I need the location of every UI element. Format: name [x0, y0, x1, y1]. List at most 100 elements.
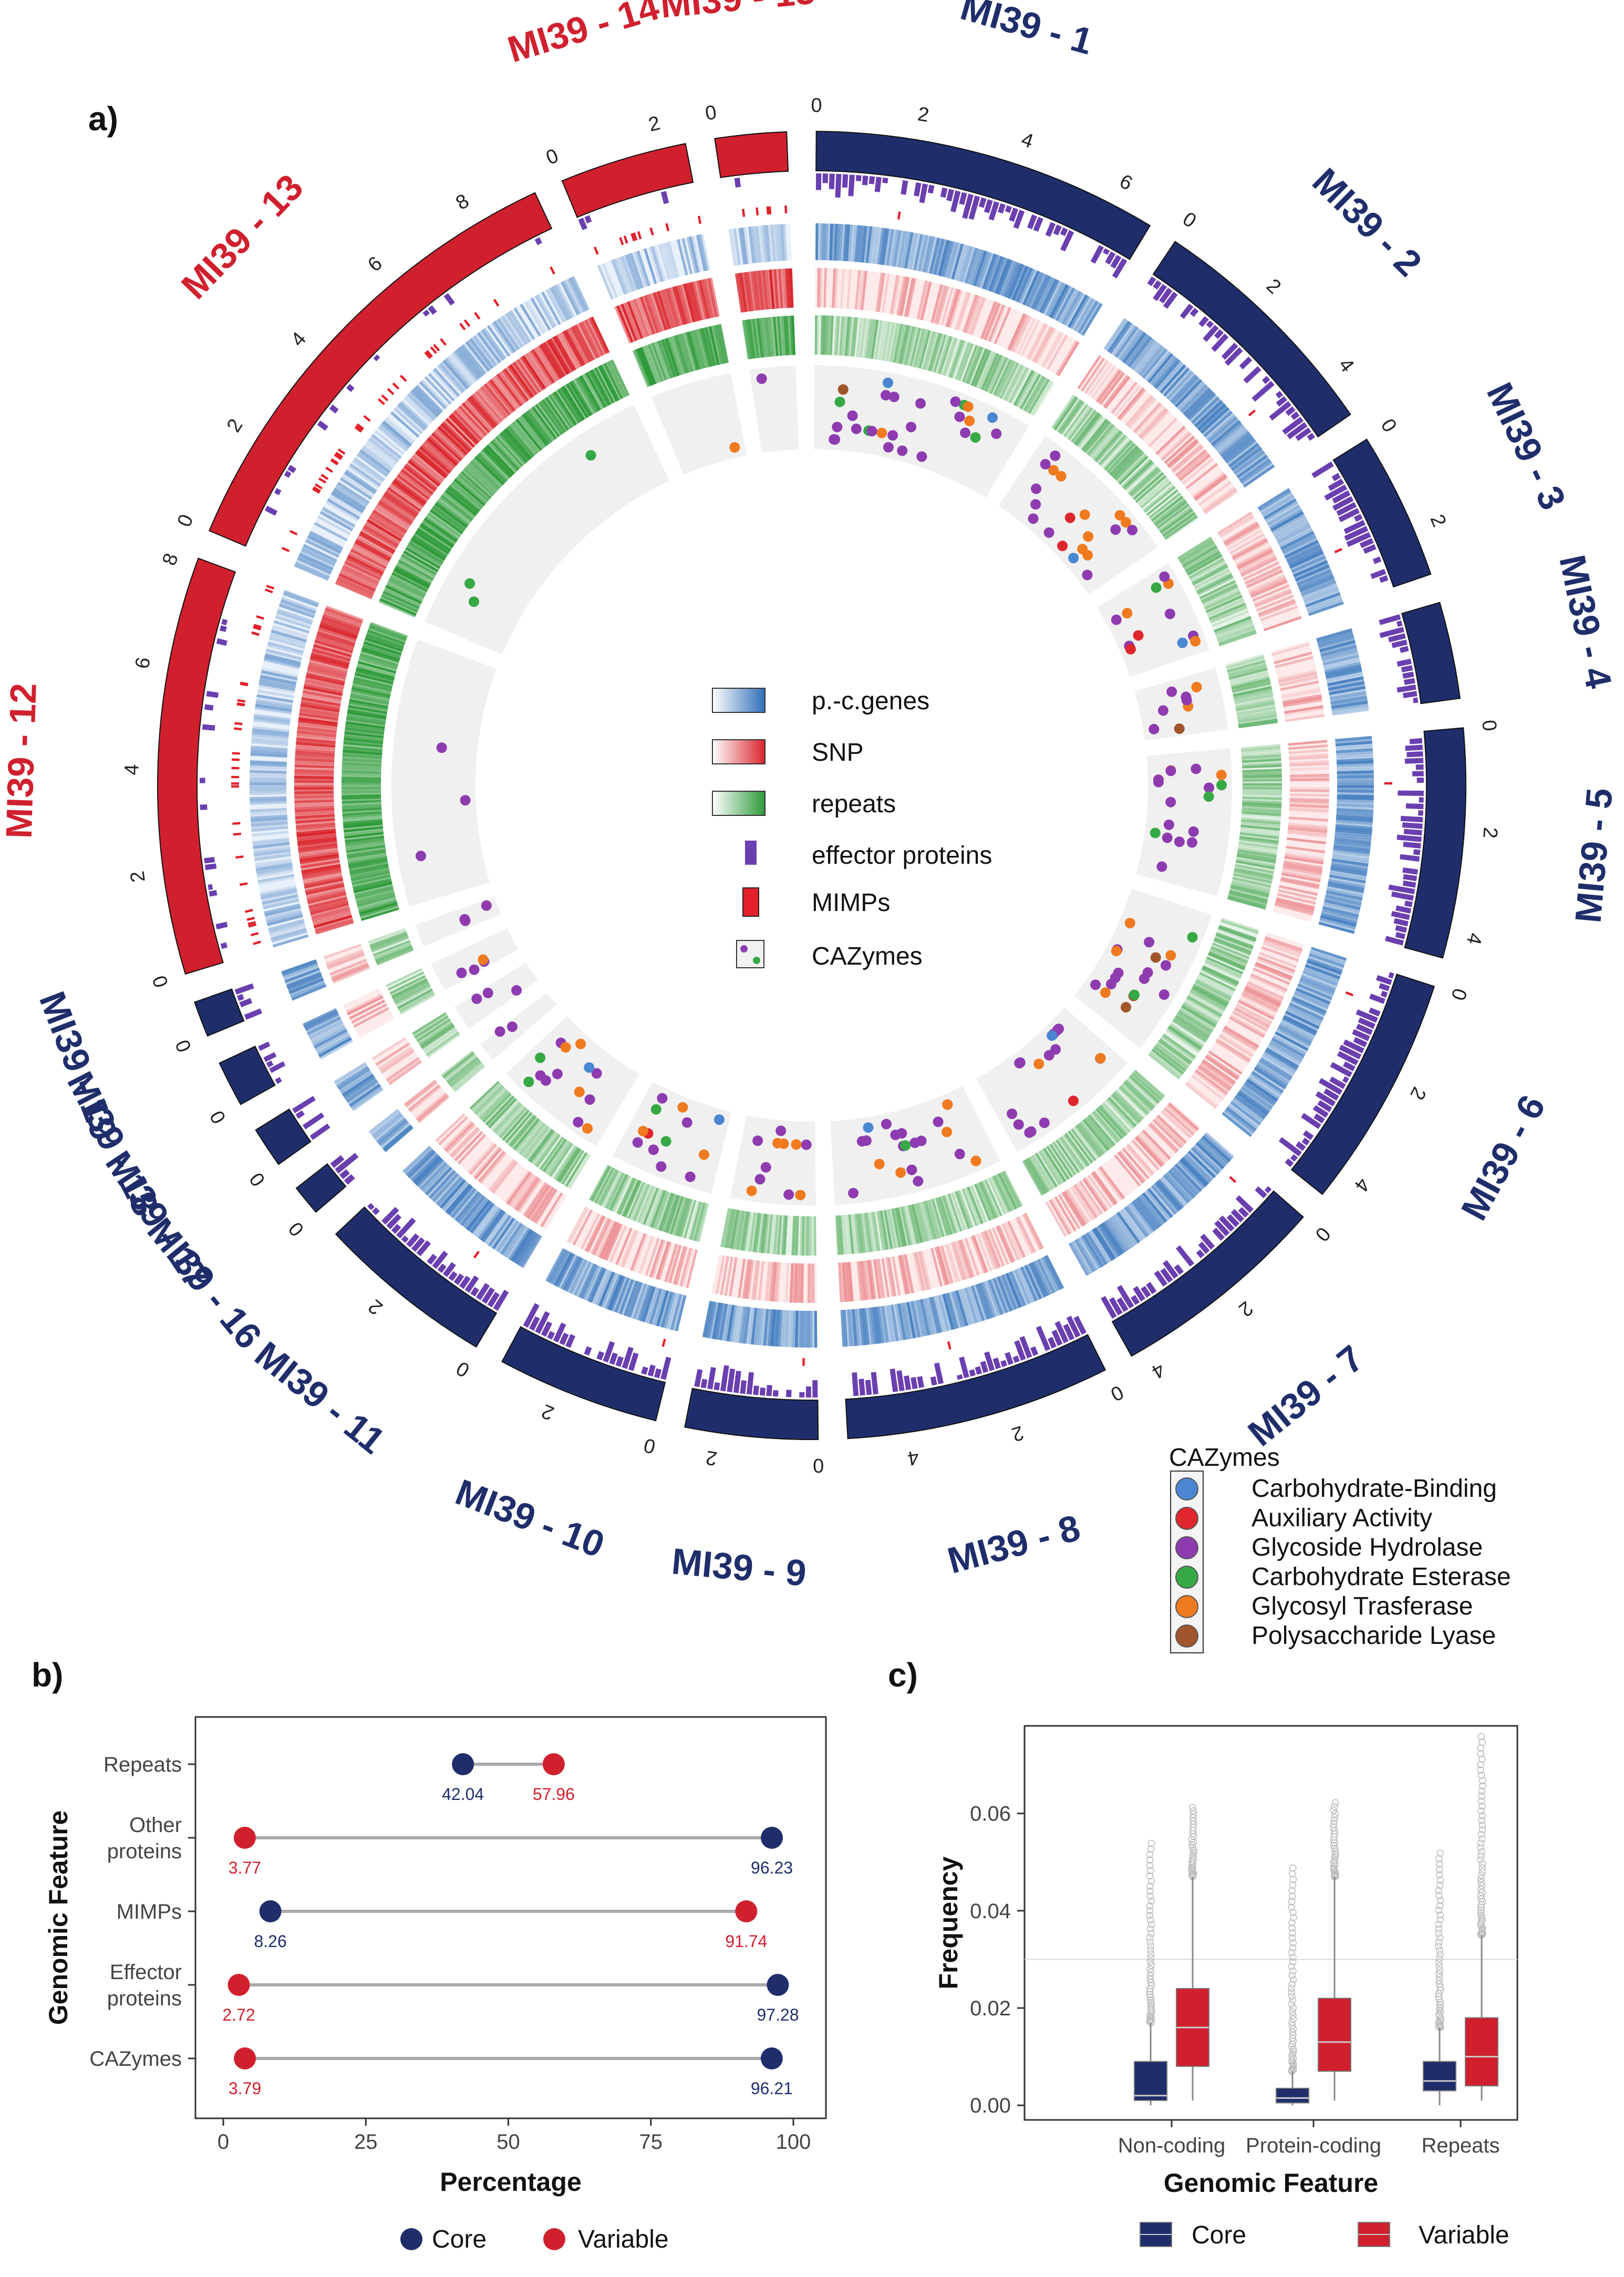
heat-cell: [330, 960, 368, 978]
outlier-point: [1477, 1807, 1485, 1815]
heat-cell: [1097, 433, 1125, 464]
effector-bar: [1332, 490, 1351, 504]
outlier-point: [1289, 1939, 1297, 1947]
heat-cell: [762, 1214, 769, 1254]
heat-cell: [916, 280, 928, 320]
heat-cell: [1131, 1200, 1156, 1232]
heat-cell: [302, 1008, 337, 1027]
cazy-dot: [791, 1139, 802, 1150]
heat-cell: [1084, 360, 1109, 394]
outlier-point: [1477, 1909, 1484, 1917]
heat-cell: [356, 536, 392, 558]
heat-cell: [1307, 599, 1343, 614]
heat-cell: [1237, 710, 1277, 719]
heat-cell: [662, 243, 675, 279]
heat-cell: [874, 1307, 882, 1344]
effector-bar: [1307, 432, 1316, 441]
heat-cell: [619, 1229, 637, 1267]
heat-cell: [536, 1134, 561, 1168]
heat-cell: [373, 940, 411, 957]
heat-cell: [972, 1235, 988, 1273]
heat-cell: [1261, 1055, 1294, 1077]
heat-cell: [833, 223, 838, 261]
heat-cell: [317, 1035, 351, 1055]
heat-cell: [949, 243, 961, 280]
heat-track-bg: [566, 1206, 698, 1288]
heat-cell: [341, 475, 374, 498]
heat-cell: [307, 891, 346, 902]
heat-cell: [266, 912, 303, 924]
heat-cell: [635, 1284, 649, 1320]
heat-track-bg: [323, 944, 370, 984]
heat-cell: [552, 392, 576, 427]
heat-cell: [250, 812, 287, 817]
heat-cell: [1151, 356, 1177, 386]
heat-cell: [668, 1245, 682, 1284]
effector-bar: [523, 1303, 540, 1328]
heat-cell: [1301, 972, 1337, 989]
heat-cell: [517, 1178, 542, 1213]
heat-cell: [1113, 1214, 1136, 1246]
heat-cell: [899, 1303, 909, 1340]
heat-cell: [1215, 622, 1254, 638]
heat-cell: [1238, 717, 1278, 725]
effector-bar: [1302, 1130, 1314, 1141]
heat-cell: [561, 1150, 585, 1185]
heat-cell: [331, 962, 369, 980]
effector-bar: [1033, 216, 1043, 232]
heat-cell: [787, 268, 792, 308]
outlier-point: [1147, 1845, 1155, 1853]
y-axis-title: Frequency: [934, 1856, 963, 1989]
heat-cell: [998, 1173, 1018, 1209]
heat-cell: [1196, 574, 1233, 594]
heat-cell: [1240, 823, 1280, 829]
heat-cell: [1245, 567, 1282, 586]
heat-cell: [1160, 1177, 1186, 1207]
heat-cell: [452, 1189, 479, 1220]
heat-cell: [676, 285, 689, 324]
outlier-point: [1435, 1871, 1443, 1879]
heat-cell: [842, 1262, 847, 1302]
cazy-dot: [1142, 967, 1153, 978]
heat-cell: [1066, 293, 1086, 327]
heat-cell: [261, 668, 298, 678]
effector-bar: [265, 505, 278, 516]
mimp-mark: [633, 232, 638, 241]
heat-cell: [916, 1251, 928, 1291]
heat-cell: [295, 812, 335, 817]
heat-cell: [946, 1194, 960, 1233]
effector-bar: [1388, 972, 1394, 979]
heat-cell: [1336, 820, 1373, 825]
heat-cell: [1205, 595, 1243, 613]
heat-cell: [531, 1131, 556, 1164]
heat-cell: [1137, 407, 1166, 438]
heat-cell: [951, 1291, 964, 1328]
outlier-point: [1288, 1949, 1296, 1957]
heat-cell: [298, 717, 338, 725]
heat-cell: [747, 1259, 754, 1299]
cazy-dot: [795, 1189, 806, 1200]
heat-cell: [1329, 874, 1366, 884]
outlier-point: [1289, 1929, 1297, 1937]
heat-cell: [1183, 547, 1218, 569]
heat-track-bg: [249, 590, 319, 948]
heat-cell: [1268, 507, 1302, 528]
heat-cell: [254, 853, 292, 861]
heat-cell: [473, 392, 501, 424]
heat-cell: [1289, 806, 1329, 811]
heat-cell: [1157, 1041, 1191, 1067]
heat-cell: [787, 1310, 792, 1348]
heat-cell: [349, 865, 389, 875]
heat-cell: [472, 1204, 496, 1235]
heat-cell: [390, 977, 427, 997]
heat-cell: [265, 651, 302, 663]
heat-cell: [1025, 1265, 1042, 1300]
heat-cell: [1202, 585, 1239, 605]
x-tick-label: 100: [776, 2130, 811, 2154]
chromosome-tick-label: 0: [1311, 1223, 1335, 1246]
cazy-dot: [1190, 636, 1201, 647]
heat-cell: [960, 246, 974, 283]
heat-cell: [1289, 776, 1329, 780]
heat-cell: [349, 697, 389, 707]
outlier-point: [1478, 1848, 1486, 1856]
